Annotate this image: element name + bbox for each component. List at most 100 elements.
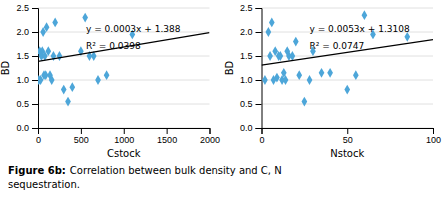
tick: 2.0 — [240, 27, 262, 37]
scatter-point — [296, 70, 302, 80]
tick-mark — [81, 128, 82, 134]
scatter-point — [267, 51, 273, 61]
tick: 1500 — [157, 128, 177, 145]
grid-line — [262, 104, 434, 105]
tick-label: 1.5 — [16, 51, 29, 61]
scatter-point — [274, 73, 280, 83]
tick-label: 0.0 — [240, 123, 253, 133]
scatter-point — [353, 70, 359, 80]
scatter-point — [49, 75, 55, 85]
tick-mark — [32, 8, 38, 9]
scatter-point — [44, 22, 50, 32]
scatter-point — [82, 13, 88, 23]
scatter-point — [262, 75, 268, 85]
axis-line — [262, 129, 434, 135]
tick-mark — [32, 56, 38, 57]
tick-label: 0 — [259, 135, 264, 145]
tick: 0.5 — [240, 99, 262, 109]
tick-mark — [167, 128, 168, 134]
plot-area — [262, 10, 434, 106]
scatter-point — [327, 68, 333, 78]
scatter-point — [319, 68, 325, 78]
panel: 0501000.00.51.01.52.02.5NstockBDy = 0.00… — [224, 3, 442, 159]
tick: 0.5 — [16, 99, 38, 109]
y-axis-title: BD — [0, 60, 11, 75]
tick: 1.5 — [16, 51, 38, 61]
tick-label: 0.5 — [240, 99, 253, 109]
chart-root: 05001000150020000.00.51.01.52.02.5Cstock… — [0, 0, 447, 206]
tick-mark — [210, 128, 211, 134]
tick-label: 2.0 — [16, 27, 29, 37]
tick-mark — [32, 104, 38, 105]
axis-line — [32, 9, 39, 129]
chart: 05001000150020000.00.51.01.52.02.5Cstock… — [0, 0, 447, 206]
grid-line — [38, 104, 210, 105]
tick-label: 50 — [343, 135, 353, 145]
scatter-point — [307, 75, 313, 85]
grid-line — [38, 80, 210, 81]
grid-line — [38, 8, 210, 9]
tick: 2000 — [200, 128, 220, 145]
scatter-point — [362, 10, 368, 20]
axis-line — [256, 9, 263, 129]
scatter-point — [52, 17, 58, 27]
scatter-point — [57, 51, 63, 61]
tick-label: 0.5 — [16, 99, 29, 109]
tick: 0 — [36, 128, 41, 145]
axis: 0.0 0.5 1.0 1.5 2.0 2.5 — [16, 3, 38, 133]
tick-mark — [256, 32, 262, 33]
scatter-point — [302, 97, 308, 107]
annotation: R² = 0.0747 — [310, 41, 365, 51]
axis: 0.0 0.5 1.0 1.5 2.0 2.5 — [240, 3, 262, 133]
tick-label: 2000 — [200, 135, 220, 145]
trend-line — [38, 33, 210, 62]
scatter-point — [45, 46, 51, 56]
tick-label: 1500 — [157, 135, 177, 145]
tick: 1.0 — [16, 75, 38, 85]
x-axis-title: Cstock — [107, 148, 141, 159]
scatter-point — [278, 51, 284, 61]
tick-mark — [256, 80, 262, 81]
grid-line — [38, 56, 210, 57]
tick-mark — [347, 128, 348, 134]
tick-mark — [32, 80, 38, 81]
scatter-point — [283, 75, 289, 85]
scatter-point — [293, 37, 299, 47]
tick-mark — [256, 8, 262, 9]
tick-label: 1.5 — [240, 51, 253, 61]
scatter-point — [61, 85, 67, 95]
caption: Figure 6b:Correlation between bulk densi… — [8, 165, 282, 176]
caption-text: sequestration. — [8, 179, 80, 190]
tick: 100 — [426, 128, 441, 145]
grid — [262, 8, 434, 128]
scatter-point — [65, 97, 71, 107]
annotation: y = 0.0003x + 1.388 — [86, 24, 181, 34]
grid-line — [262, 8, 434, 9]
tick: 500 — [74, 128, 89, 145]
tick-label: 1.0 — [16, 75, 29, 85]
annotation: R² = 0.0398 — [86, 41, 141, 51]
tick: 1.0 — [240, 75, 262, 85]
tick-label: 1000 — [114, 135, 134, 145]
tick: 0.0 — [240, 123, 262, 133]
tick-label: 2.5 — [240, 3, 253, 13]
tick-label: 2.5 — [16, 3, 29, 13]
tick: 2.0 — [16, 27, 38, 37]
trend-line — [262, 40, 434, 65]
axis: 0 500 1000 1500 2000 — [36, 128, 220, 145]
tick-label: 0.0 — [16, 123, 29, 133]
tick-mark — [124, 128, 125, 134]
annotation: y = 0.0053x + 1.3108 — [310, 24, 410, 34]
tick-label: 2.0 — [240, 27, 253, 37]
scatter-point — [269, 17, 275, 27]
scatter-point — [290, 51, 296, 61]
tick-mark — [256, 104, 262, 105]
x-axis-title: Nstock — [330, 148, 364, 159]
tick: 2.5 — [240, 3, 262, 13]
tick: 2.5 — [16, 3, 38, 13]
tick: 1.5 — [240, 51, 262, 61]
caption-text: Correlation between bulk density and C, … — [70, 165, 282, 176]
tick-label: 500 — [74, 135, 89, 145]
scatter-point — [266, 27, 272, 37]
plot-area — [38, 13, 210, 107]
